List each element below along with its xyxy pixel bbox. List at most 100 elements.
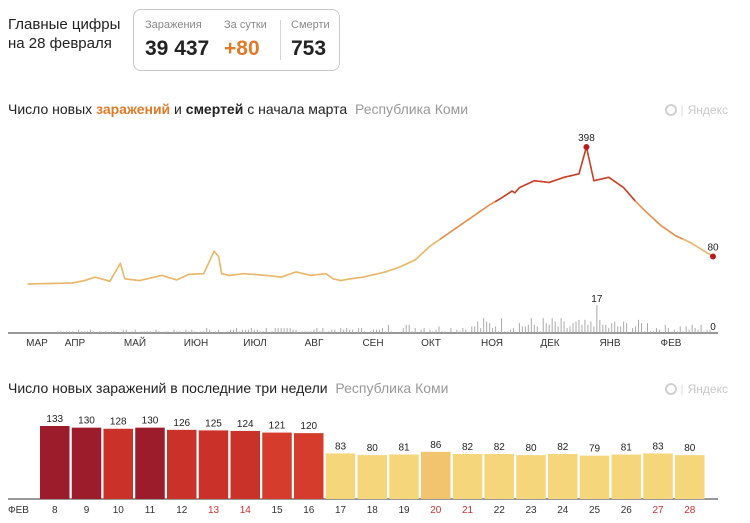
bar-value-label: 121 [269,421,286,432]
bar [230,430,260,499]
bar [484,453,514,499]
infections-line-segment [579,162,583,170]
bar-value-label: 125 [205,418,222,429]
yandex-logo-icon [664,383,677,395]
bar [167,429,197,499]
chart2-region: Республика Коми [335,380,449,396]
bar-category-label: 21 [462,505,474,516]
infections-line-segment [217,255,221,266]
bar-value-label: 128 [110,417,127,428]
bar [357,455,387,499]
stat-infections: Заражения 39 437 [145,19,209,62]
bar-category-label: 27 [652,505,664,516]
bar-value-label: 81 [398,443,410,454]
stat-separator [280,20,281,60]
bar-category-label: 22 [494,505,506,516]
bar-category-label: 18 [367,505,379,516]
chart1-title-suffix: с начала марта [243,101,348,117]
header-title-line2: на 28 февраля [8,35,112,52]
bar-value-label: 133 [46,414,63,425]
deaths-max-label: 17 [591,294,603,305]
bar-category-label: 24 [557,505,569,516]
yandex-logo-1[interactable]: | Яндекс [664,103,728,117]
header-title-line1: Главные цифры [8,16,121,33]
yandex-logo-2[interactable]: | Яндекс [664,382,728,396]
bar-category-label: 12 [176,505,188,516]
x-tick-label: ОКТ [421,338,441,349]
stat-deaths-value: 753 [291,37,327,60]
bar-category-label: 28 [684,505,696,516]
x-tick-label: АВГ [305,338,324,349]
bar [103,428,133,499]
bar-category-label: 26 [621,505,633,516]
chart1-region: Республика Коми [354,101,469,117]
peak-marker [583,144,590,150]
x-tick-label: ИЮЛ [243,338,266,349]
chart1-title-infections: заражений [96,101,171,117]
bar [421,451,451,499]
deaths-last-label: 0 [710,322,716,333]
chart2-title: Число новых заражений в последние три не… [8,380,449,396]
stat-daily-value: +80 [224,37,260,60]
x-tick-label: МАЙ [124,336,146,349]
bar-value-label: 83 [335,441,347,452]
x-tick-label: ЯНВ [599,338,620,349]
bar [135,427,165,499]
bar [40,426,70,499]
bar-category-label: 23 [525,505,537,516]
bar-value-label: 86 [430,440,442,451]
infections-line-segment [591,173,595,182]
bar [389,454,419,499]
yandex-logo-icon [664,104,677,116]
x-tick-label: СЕН [362,338,383,349]
stat-deaths-label: Смерти [291,19,330,31]
infections-line-segment [219,264,223,275]
bar [643,453,673,499]
infections-line-segment [119,262,123,270]
chart1-title: Число новых заражений и смертей с начала… [8,101,468,117]
infections-line-segment [588,159,592,169]
infections-line-segment [578,167,582,175]
bar [548,453,578,499]
bar-category-label: 10 [113,505,125,516]
bar-value-label: 83 [652,441,664,452]
bar [611,454,641,499]
bar [198,430,229,499]
bar-category-label: 19 [398,505,410,516]
infections-line-segment [590,166,594,175]
bar-category-label: 13 [208,505,220,516]
bar-value-label: 79 [589,444,601,455]
stat-daily: За сутки +80 [224,19,267,62]
bar [452,453,483,499]
bar-category-label: 8 [52,505,58,516]
bar-value-label: 80 [525,443,537,454]
bar-value-label: 130 [78,416,95,427]
bar-category-label: 14 [240,505,252,516]
bar-category-label: 9 [84,505,90,516]
bar-month-label: ФЕВ [8,505,29,516]
bar [325,453,356,499]
chart1-title-deaths: смертей [185,101,244,117]
x-tick-label: ИЮН [184,338,209,349]
x-tick-label: ДЕК [540,338,559,349]
bar-value-label: 82 [462,442,474,453]
yandex-logo-text: Яндекс [687,103,728,117]
chart2-svg: ФЕВ 133 8 130 9 128 10 130 11 126 12 125 13 124 14 121 1… [8,414,718,516]
bar-value-label: 82 [557,442,569,453]
infections-line-segment [122,272,126,280]
bar-value-label: 120 [300,421,317,432]
x-tick-label: АПР [65,338,86,349]
x-tick-label: ФЕВ [661,338,682,349]
key-stats-panel: Заражения 39 437 За сутки +80 Смерти 753 [133,9,340,71]
stat-infections-value: 39 437 [145,37,210,60]
bar-category-label: 16 [303,505,315,516]
bar [675,455,705,499]
header-title: Главные цифры на 28 февраля [8,15,133,53]
bar-category-label: 15 [271,505,283,516]
infections-line-segment [582,151,586,159]
infections-line-segment [121,267,125,275]
x-tick-label: МАР [26,338,48,349]
bar-value-label: 124 [237,419,254,430]
peak-label: 398 [578,133,595,144]
chart1-svg: 398 80 17 0 МАР АПР МАЙ ИЮН ИЮЛ АВГ СЕН ОКТ НОЯ ДЕК ЯН… [8,133,719,349]
